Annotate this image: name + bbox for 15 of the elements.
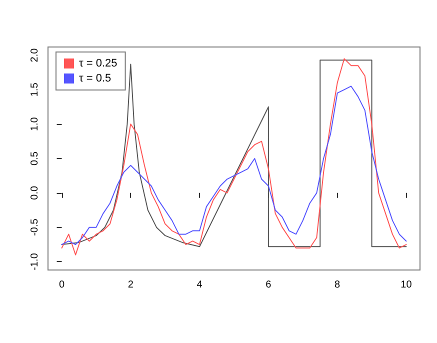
x-tick-label: 4 bbox=[196, 280, 203, 290]
y-tick-label: 1.0 bbox=[30, 116, 40, 132]
y-tick-label: 1.5 bbox=[30, 82, 40, 97]
x-tick-label: 2 bbox=[128, 280, 134, 290]
legend-label: τ = 0.5 bbox=[79, 72, 112, 84]
x-tick-label: 0 bbox=[58, 280, 65, 290]
y-tick-label: 0.0 bbox=[30, 186, 40, 200]
x-tick-label: 8 bbox=[334, 280, 341, 290]
y-tick-label: -0.5 bbox=[30, 218, 40, 236]
x-tick-label: 6 bbox=[266, 280, 272, 290]
y-tick-label: 2.0 bbox=[30, 48, 40, 62]
x-tick-label: 10 bbox=[400, 280, 412, 290]
y-tick-label: 0.5 bbox=[30, 151, 40, 166]
y-tick-label: -1.0 bbox=[30, 252, 40, 270]
legend-label: τ = 0.25 bbox=[79, 58, 118, 70]
